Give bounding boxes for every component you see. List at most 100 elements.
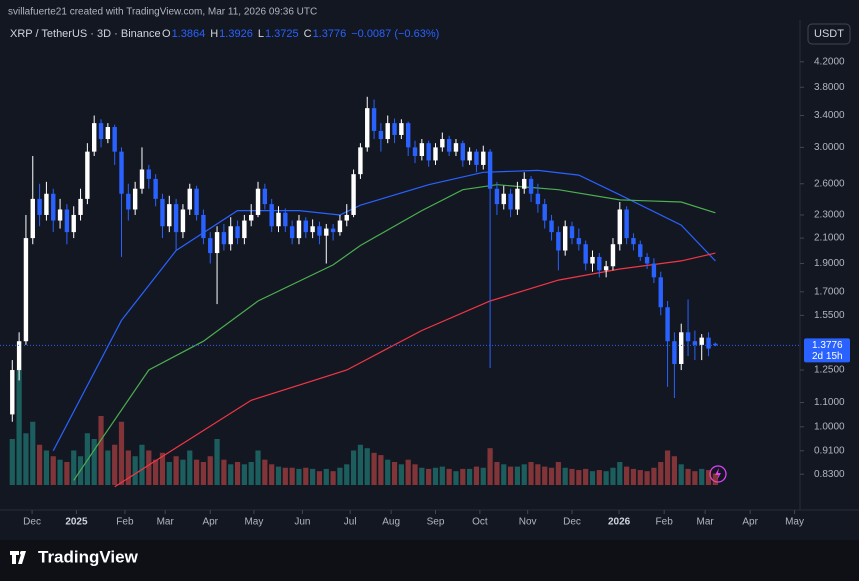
candle-body	[64, 209, 70, 233]
y-tick-label: 0.9100	[814, 445, 845, 456]
ohlc-value: 1.3864	[172, 28, 206, 40]
volume-bar	[16, 370, 22, 485]
volume-bar	[159, 452, 166, 485]
candle-body	[638, 244, 643, 257]
volume-bar	[378, 455, 384, 485]
watermark: TradingView	[38, 547, 139, 566]
volume-bar	[187, 450, 193, 485]
volume-bar	[310, 468, 316, 485]
volume-bar	[391, 462, 398, 485]
volume-bar	[507, 466, 514, 485]
candle-body	[85, 151, 90, 199]
volume-bar	[528, 462, 534, 485]
candle-body	[508, 193, 513, 210]
volume-bar	[473, 466, 480, 485]
candle-body	[617, 209, 622, 245]
candle-body	[528, 178, 534, 194]
volume-bar	[487, 448, 493, 485]
candle-body	[378, 130, 384, 140]
candle-body	[310, 226, 315, 233]
candle-body	[283, 212, 288, 227]
volume-bar	[521, 464, 527, 485]
candle-body	[549, 220, 554, 233]
candle-body	[474, 151, 479, 165]
volume-bar	[9, 439, 15, 485]
volume-bar	[610, 467, 616, 485]
candle-body	[228, 226, 233, 245]
candle-body	[112, 127, 117, 152]
x-tick-label: Jul	[344, 517, 357, 528]
ohlc-value: 1.3926	[219, 28, 253, 40]
volume-bar	[617, 462, 623, 485]
candle-body	[221, 232, 227, 245]
candle-body	[167, 204, 172, 227]
candle-body	[440, 139, 445, 148]
volume-bar	[439, 466, 445, 485]
y-tick-label: 1.2500	[814, 365, 845, 376]
x-tick-label: Apr	[202, 517, 218, 528]
volume-bar	[364, 448, 370, 485]
x-tick-label: Feb	[656, 517, 674, 528]
volume-bar	[699, 468, 705, 485]
candle-body	[71, 214, 76, 233]
volume-bar	[630, 468, 637, 485]
x-tick-label: Dec	[23, 517, 41, 528]
volume-bar	[460, 468, 466, 485]
y-tick-label: 2.1000	[814, 233, 845, 244]
candle-body	[433, 147, 438, 161]
x-tick-label: Dec	[563, 517, 581, 528]
candle-body	[358, 147, 363, 175]
candle-body	[126, 193, 131, 210]
volume-bar	[207, 456, 213, 485]
volume-bar	[514, 466, 521, 485]
x-tick-label: Nov	[519, 517, 537, 528]
currency-button[interactable]	[807, 23, 851, 45]
volume-bar	[234, 462, 241, 485]
volume-bar	[139, 444, 145, 485]
countdown: 2d 15h	[812, 351, 843, 362]
volume-bar	[405, 459, 411, 485]
volume-bar	[569, 468, 575, 485]
x-tick-label: Mar	[697, 517, 715, 528]
y-tick-label: 2.6000	[814, 178, 845, 189]
candle-body	[119, 151, 124, 194]
y-tick-label: 0.8300	[814, 469, 845, 480]
candle-body	[337, 220, 343, 233]
volume-bar	[289, 467, 295, 485]
x-tick-label: Sep	[427, 517, 445, 528]
volume-bar	[467, 468, 473, 485]
x-tick-label: Oct	[472, 517, 488, 528]
y-tick-label: 3.4000	[814, 110, 845, 121]
volume-bar	[50, 456, 56, 485]
volume-bar	[344, 464, 350, 485]
candle-body	[699, 337, 704, 345]
volume-bar	[262, 459, 268, 485]
x-tick-label: May	[785, 517, 804, 528]
volume-bar	[671, 456, 678, 485]
volume-bar	[419, 467, 425, 485]
x-tick-label: Aug	[382, 517, 400, 528]
credit: svillafuerte21 created with TradingView.…	[8, 7, 317, 18]
x-tick-label: Feb	[116, 517, 134, 528]
candle-body	[91, 123, 97, 152]
candle-body	[569, 226, 575, 239]
candle-body	[289, 226, 295, 239]
volume-bar	[651, 467, 657, 485]
candle-body	[262, 188, 268, 205]
volume-bar	[350, 450, 357, 485]
volume-bar	[412, 464, 418, 485]
candle-body	[139, 169, 145, 189]
candle-body	[385, 123, 390, 140]
volume-bar	[23, 433, 29, 485]
volume-bar	[624, 466, 630, 485]
volume-bar	[576, 470, 582, 485]
volume-bar	[596, 470, 602, 485]
candle-body	[269, 204, 274, 227]
volume-bar	[255, 450, 261, 485]
candle-body	[542, 204, 547, 221]
volume-bar	[118, 421, 125, 485]
candle-body	[173, 204, 179, 233]
candle-body	[160, 198, 165, 227]
candle-body	[10, 370, 15, 415]
candle-body	[597, 256, 602, 271]
